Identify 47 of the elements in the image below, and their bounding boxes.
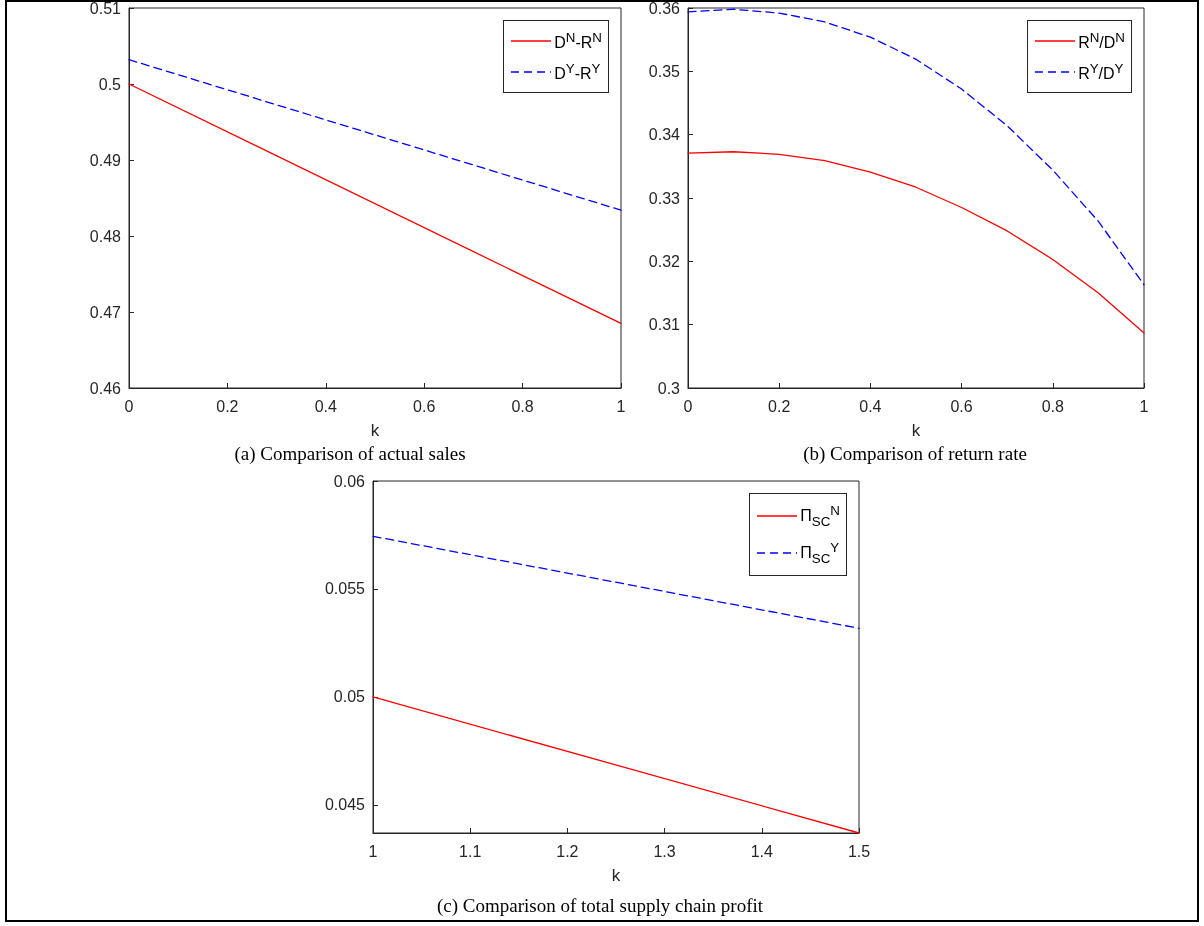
y-tick-label: 0.47 — [89, 303, 122, 321]
x-tick-label: 1 — [1139, 397, 1149, 415]
x-tick-label: 0 — [683, 397, 693, 415]
y-tick-label: 0.31 — [648, 316, 681, 334]
line-series — [687, 8, 1145, 286]
x-tick-label: 0 — [124, 397, 134, 415]
x-axis-title: k — [611, 866, 621, 885]
x-tick-label: 1.1 — [459, 842, 482, 860]
y-tick-label: 0.36 — [648, 0, 681, 17]
legend-label: R$^{N}$/D$^{N}$ — [1078, 29, 1125, 54]
y-tick-label: 0.48 — [89, 227, 122, 245]
y-tick-label: 0.33 — [648, 189, 681, 207]
y-tick-label: 0.05 — [333, 688, 366, 706]
x-tick-label: 1 — [368, 842, 378, 860]
legend-label: D$^{Y}$-R$^{Y}$ — [554, 60, 601, 85]
text: (a) Comparison of actual sales — [234, 443, 466, 465]
x-tick-label: 0.6 — [413, 397, 436, 415]
text: (c) Comparison of total supply chain profit — [436, 895, 764, 917]
y-tick-label: 0.49 — [89, 151, 122, 169]
text: (b) Comparison of return rate — [803, 443, 1027, 465]
y-tick-label: 0.51 — [89, 0, 122, 17]
line-series — [687, 151, 1145, 334]
y-tick-label: 0.045 — [324, 796, 366, 814]
legend-label: D$^{N}$-R$^{N}$ — [554, 29, 602, 54]
x-tick-label: 1 — [616, 397, 626, 415]
y-tick-label: 0.46 — [89, 379, 122, 397]
x-tick-label: 1.4 — [750, 842, 774, 860]
x-tick-label: 0.2 — [216, 397, 239, 415]
x-tick-label: 0.8 — [1041, 397, 1065, 415]
x-tick-label: 1.3 — [653, 842, 676, 860]
x-tick-label: 0.4 — [314, 397, 338, 415]
x-tick-label: 0.2 — [768, 397, 791, 415]
y-tick-label: 0.055 — [324, 580, 366, 598]
x-tick-label: 0.4 — [859, 397, 882, 415]
x-tick-label: 1.5 — [847, 842, 871, 860]
legend-label: R$^{Y}$/D$^{Y}$ — [1078, 60, 1124, 85]
y-tick-label: 0.32 — [648, 252, 681, 270]
x-tick-label: 1.2 — [556, 842, 579, 860]
y-tick-label: 0.34 — [648, 126, 681, 144]
y-tick-label: 0.5 — [98, 75, 122, 93]
y-tick-label: 0.06 — [333, 472, 366, 490]
x-axis-title: k — [911, 421, 921, 440]
y-tick-label: 0.35 — [648, 62, 681, 80]
x-tick-label: 0.6 — [950, 397, 973, 415]
x-tick-label: 0.8 — [511, 397, 534, 415]
y-tick-label: 0.3 — [657, 379, 681, 397]
x-axis-title: k — [370, 421, 380, 440]
